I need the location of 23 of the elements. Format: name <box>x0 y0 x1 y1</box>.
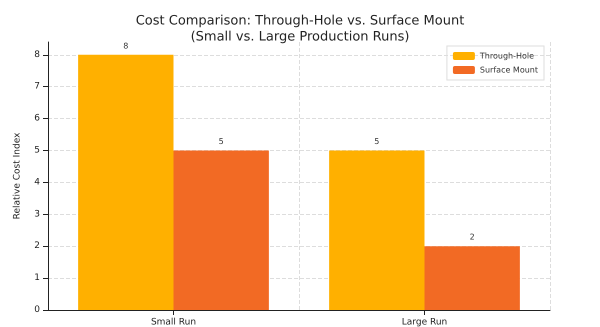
y-tick-label: 4 <box>34 177 40 188</box>
legend-label: Surface Mount <box>480 66 538 74</box>
y-tick-label: 0 <box>34 305 40 315</box>
bar <box>329 150 424 310</box>
x-tick-label: Large Run <box>402 318 448 327</box>
x-tick-label: Small Run <box>150 318 196 327</box>
y-tick-label: 3 <box>34 209 40 220</box>
bar <box>424 246 520 310</box>
y-tick-label: 8 <box>34 50 40 60</box>
y-tick-label: 1 <box>34 273 40 284</box>
y-axis-title: Relative Cost Index <box>12 132 22 220</box>
y-tick-label: 2 <box>34 241 40 252</box>
data-label: 5 <box>374 136 380 146</box>
bar <box>174 150 269 310</box>
legend-label: Through-Hole <box>478 52 534 60</box>
y-tick-label: 5 <box>34 145 40 156</box>
bar <box>78 54 174 310</box>
data-label: 5 <box>218 136 224 146</box>
data-label: 2 <box>470 232 475 242</box>
data-label: 8 <box>123 41 128 50</box>
chart-title: Cost Comparison: Through-Hole vs. Surface Mount (Small vs. Large Production Runs) <box>136 14 464 44</box>
y-tick-label: 6 <box>34 114 40 124</box>
y-tick-label: 7 <box>34 82 40 92</box>
